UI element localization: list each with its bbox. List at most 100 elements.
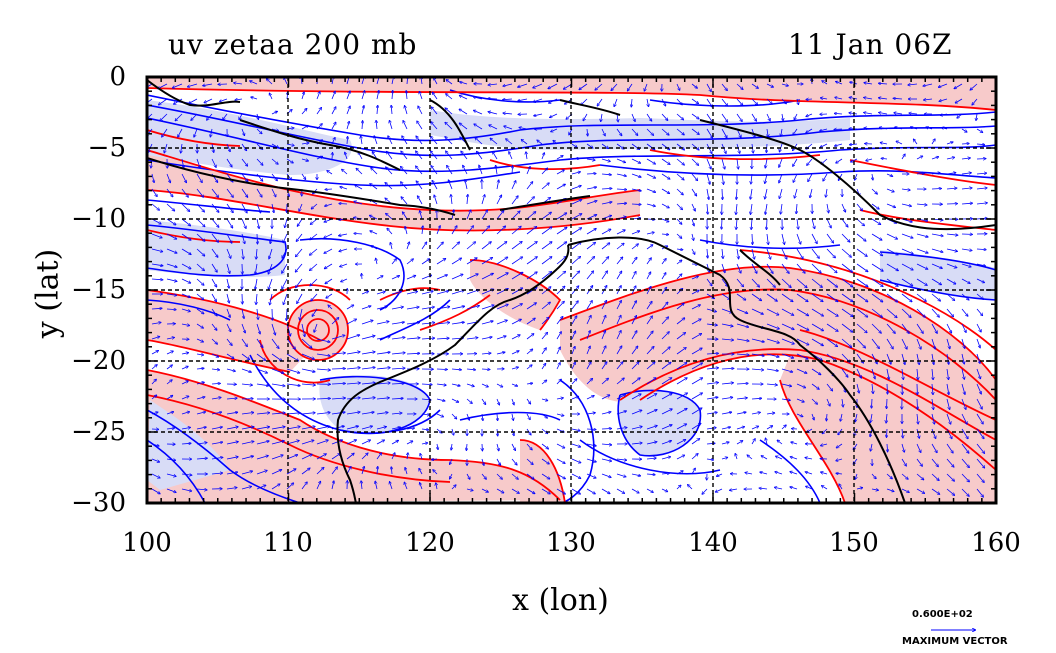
- wind-vector: [976, 188, 987, 189]
- wind-vector: [736, 113, 742, 121]
- wind-vector: [646, 188, 655, 192]
- y-tick-label: −5: [87, 133, 126, 163]
- wind-vector: [872, 173, 873, 180]
- wind-vector: [496, 257, 507, 265]
- wind-vector: [976, 308, 982, 315]
- wind-vector: [327, 171, 333, 175]
- wind-vector: [310, 263, 318, 270]
- wind-vector: [526, 272, 537, 280]
- wind-vector: [841, 233, 850, 242]
- wind-vector: [850, 82, 858, 85]
- wind-vector: [946, 308, 953, 317]
- wind-vector: [721, 278, 727, 286]
- wind-vector: [550, 113, 558, 117]
- wind-vector: [601, 301, 606, 310]
- wind-vector: [586, 143, 593, 148]
- wind-vector: [256, 293, 257, 304]
- wind-vector: [271, 203, 274, 212]
- wind-vector: [737, 158, 738, 169]
- wind-vector: [811, 248, 819, 258]
- wind-vector: [196, 308, 204, 314]
- wind-vector: [849, 113, 858, 114]
- wind-vector: [916, 204, 927, 205]
- wind-vector: [447, 166, 453, 175]
- wind-vector: [835, 143, 843, 146]
- wind-vector: [961, 158, 970, 159]
- wind-vector: [736, 218, 737, 229]
- wind-vector: [391, 307, 403, 310]
- wind-vector: [431, 137, 438, 145]
- wind-vector: [256, 188, 262, 197]
- wind-vector: [706, 113, 713, 122]
- wind-vector: [533, 98, 543, 102]
- wind-vector: [211, 233, 218, 242]
- wind-vector: [628, 83, 633, 91]
- wind-vector: [355, 185, 363, 190]
- wind-vector: [370, 184, 378, 190]
- wind-vector: [181, 203, 189, 211]
- wind-vector: [324, 233, 333, 238]
- wind-vector: [432, 107, 438, 115]
- wind-vector: [931, 308, 939, 317]
- wind-vector: [646, 245, 653, 250]
- wind-vector: [691, 248, 695, 254]
- wind-vector: [181, 308, 190, 311]
- wind-vector: [961, 278, 970, 283]
- wind-vector: [631, 128, 638, 135]
- wind-vector: [387, 152, 393, 160]
- wind-vector: [226, 203, 233, 212]
- wind-vector: [256, 128, 262, 134]
- wind-vector: [235, 99, 243, 100]
- wind-vector: [421, 291, 433, 295]
- wind-vector: [341, 278, 348, 282]
- wind-vector: [751, 173, 752, 184]
- wind-vector: [901, 189, 910, 190]
- wind-vector: [579, 83, 588, 90]
- wind-vector: [751, 83, 758, 88]
- wind-vector: [916, 233, 928, 237]
- wind-vector: [661, 259, 666, 265]
- wind-vector: [331, 318, 339, 325]
- wind-vector: [271, 173, 277, 180]
- wind-vector: [887, 428, 888, 437]
- wind-vector: [886, 203, 895, 207]
- wind-vector: [881, 143, 888, 144]
- wind-vector: [282, 263, 288, 273]
- wind-vector: [721, 128, 727, 138]
- wind-vector: [445, 108, 453, 115]
- wind-vector: [601, 188, 612, 189]
- wind-vector: [887, 398, 888, 408]
- wind-vector: [358, 152, 363, 160]
- wind-vector: [346, 106, 350, 115]
- wind-vector: [794, 113, 798, 119]
- wind-vector: [451, 195, 452, 205]
- wind-vector: [311, 218, 318, 224]
- wind-vector: [691, 276, 698, 280]
- wind-vector: [916, 293, 926, 301]
- wind-vector: [931, 157, 938, 160]
- x-axis-label: x (lon): [512, 583, 609, 618]
- wind-vector: [376, 322, 389, 325]
- wind-vector: [370, 216, 378, 220]
- wind-vector: [328, 305, 333, 310]
- wind-vector: [386, 214, 393, 220]
- wind-vector: [466, 226, 473, 235]
- wind-vector: [339, 204, 348, 205]
- wind-vector: [908, 84, 918, 85]
- wind-vector: [721, 293, 730, 299]
- wind-vector: [646, 232, 654, 234]
- wind-vector: [406, 242, 409, 250]
- wind-vector: [196, 188, 203, 197]
- wind-vector: [474, 111, 483, 115]
- wind-vector: [362, 274, 363, 280]
- wind-vector: [556, 317, 563, 325]
- wind-vector: [751, 218, 752, 229]
- wind-vector: [779, 158, 783, 167]
- wind-vector: [886, 233, 897, 239]
- wind-vector: [251, 97, 258, 100]
- wind-vector: [460, 82, 468, 85]
- wind-vector: [181, 248, 191, 254]
- wind-vector: [467, 195, 468, 205]
- wind-vector: [691, 290, 699, 295]
- wind-vector: [481, 274, 493, 280]
